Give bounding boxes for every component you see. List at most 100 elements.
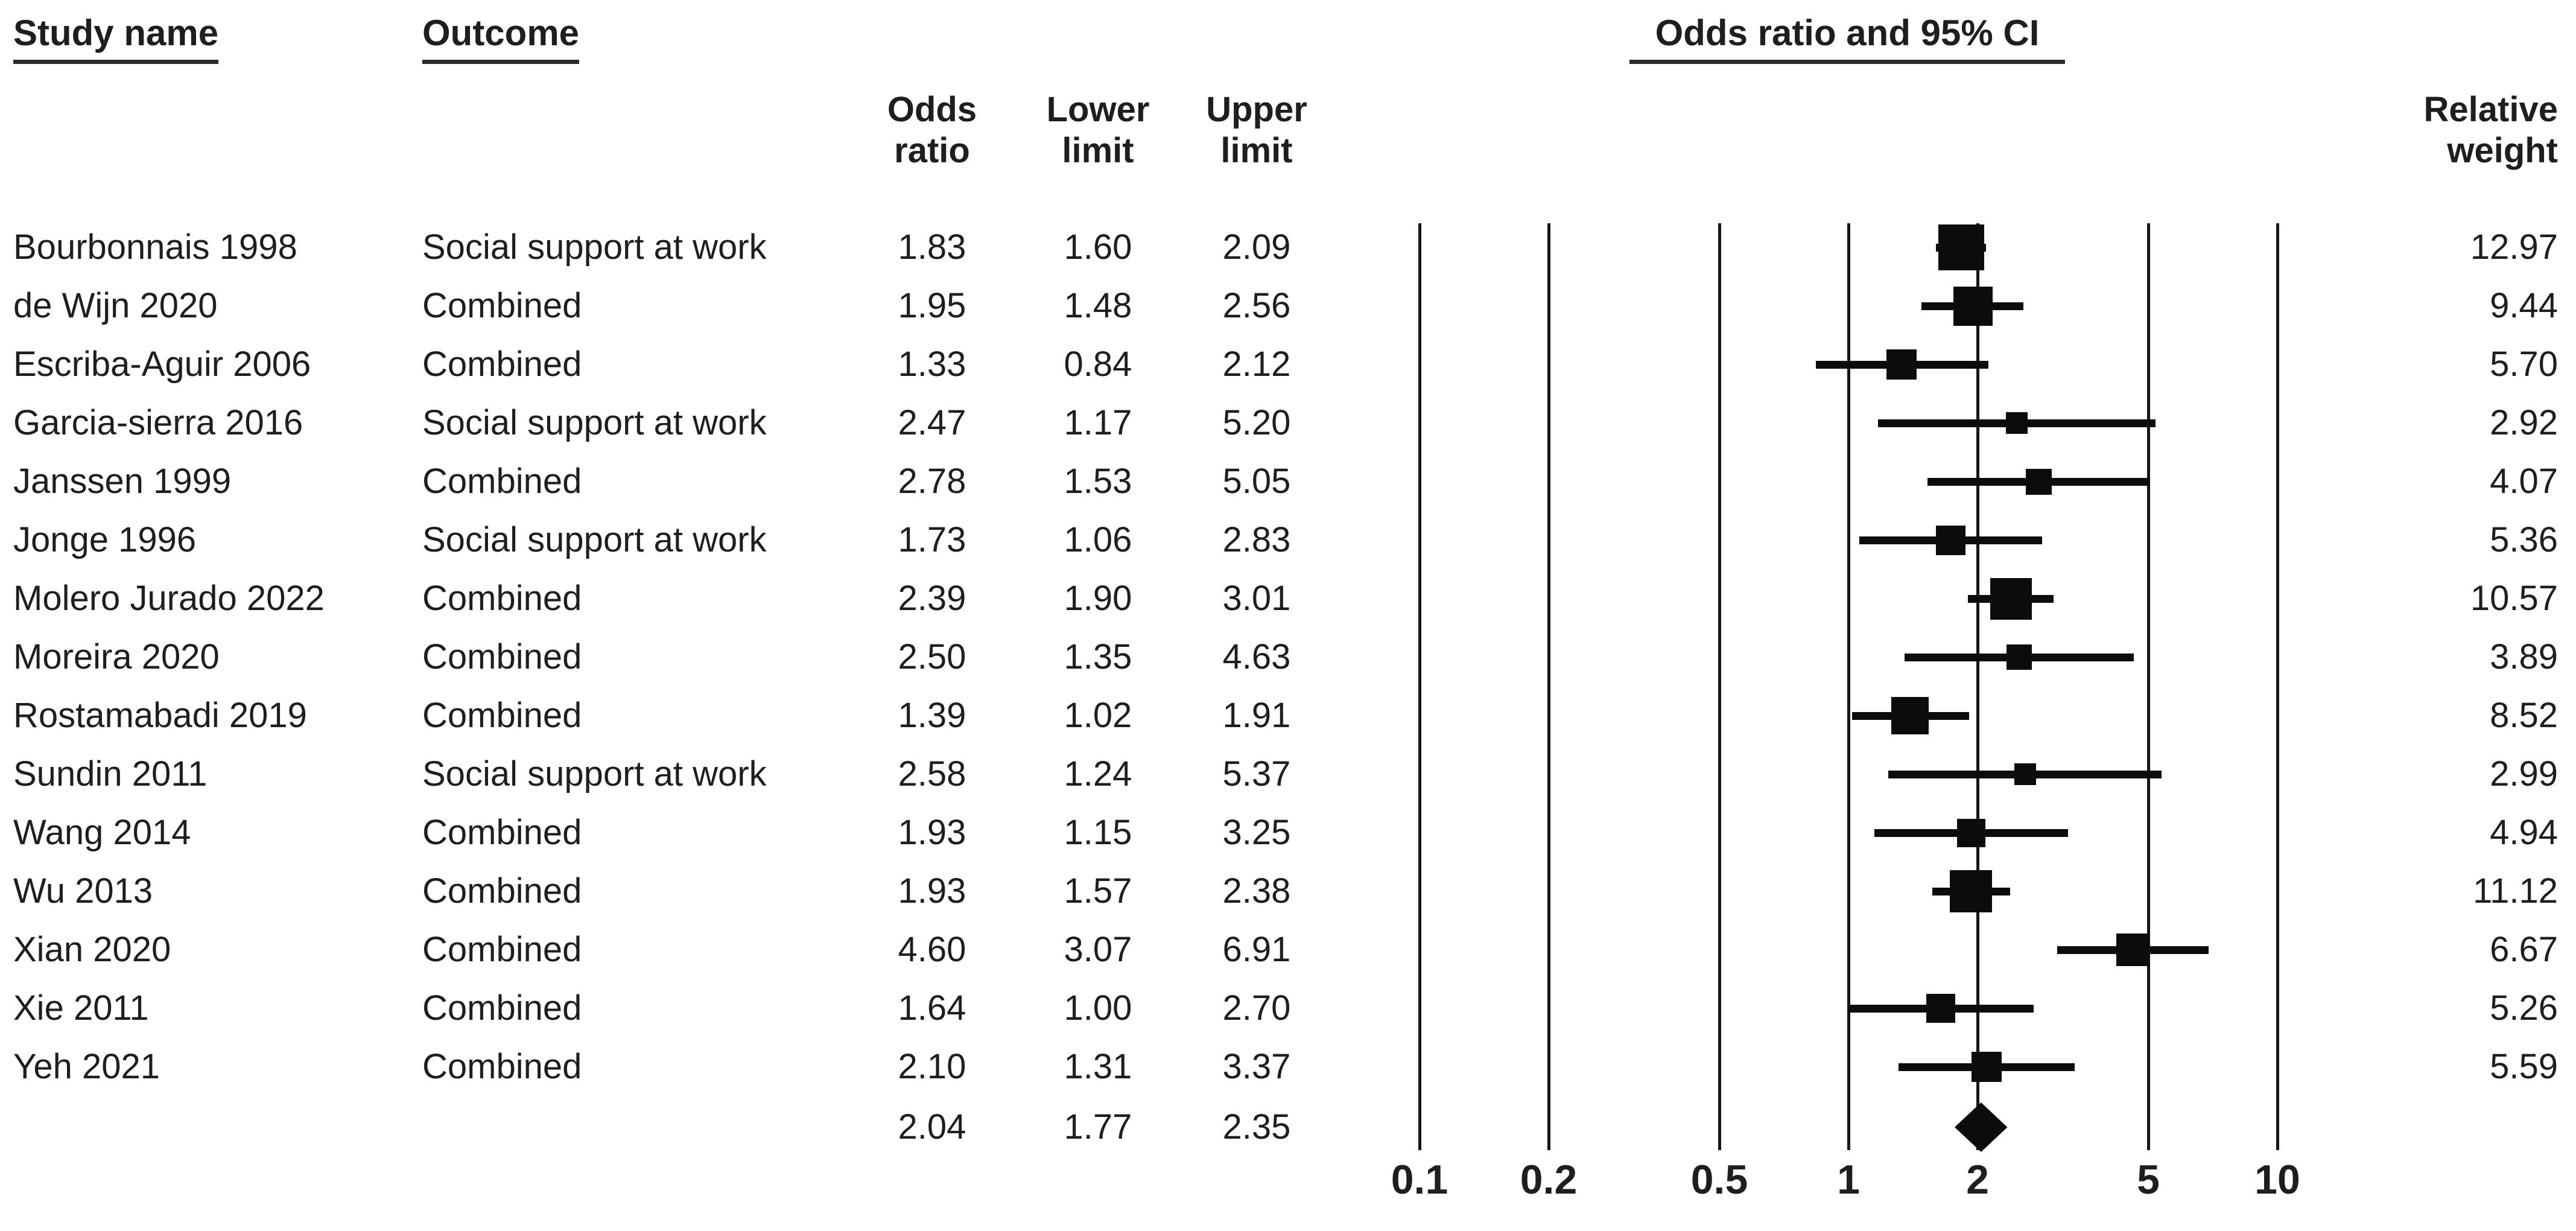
odds-ratio-cell: 1.64	[898, 988, 966, 1028]
outcome-cell: Combined	[422, 930, 582, 969]
upper-limit-cell: 2.70	[1222, 988, 1291, 1028]
relative-weight-cell: 2.92	[2490, 403, 2558, 442]
axis-gridline	[1418, 223, 1421, 1150]
axis-tick-label: 0.1	[1391, 1157, 1448, 1203]
upper-limit-cell: 2.12	[1222, 345, 1291, 384]
outcome-cell: Combined	[422, 696, 582, 735]
relative-weight-cell: 9.44	[2490, 286, 2558, 325]
axis-tick-label: 10	[2254, 1157, 2300, 1203]
axis-gridline	[1847, 223, 1850, 1150]
odds-ratio-cell: 2.50	[898, 637, 966, 676]
upper-limit-cell: 5.20	[1222, 403, 1291, 442]
outcome-cell: Social support at work	[422, 227, 767, 267]
study-name-cell: de Wijn 2020	[13, 286, 218, 325]
upper-limit-cell: 2.09	[1222, 227, 1291, 267]
study-name-cell: Xian 2020	[13, 930, 171, 969]
lower-limit-cell: 1.31	[1064, 1047, 1132, 1086]
outcome-cell: Combined	[422, 871, 582, 911]
outcome-cell: Combined	[422, 462, 582, 501]
axis-tick-label: 2	[1966, 1157, 1989, 1203]
lower-limit-cell: 1.57	[1064, 871, 1132, 911]
lower-limit-cell: 1.06	[1064, 520, 1132, 559]
upper-limit-cell: 2.38	[1222, 871, 1291, 911]
relative-weight-cell: 2.99	[2490, 754, 2558, 794]
effect-square	[2014, 763, 2036, 785]
outcome-cell: Social support at work	[422, 403, 767, 442]
study-name-cell: Moreira 2020	[13, 637, 220, 676]
odds-ratio-cell: 2.58	[898, 754, 966, 794]
relative-weight-cell: 5.26	[2490, 988, 2558, 1028]
outcome-cell: Combined	[422, 579, 582, 618]
odds-ratio-cell: 2.10	[898, 1047, 966, 1086]
axis-gridline	[1976, 223, 1979, 1150]
study-name-cell: Wu 2013	[13, 871, 153, 911]
outcome-cell: Combined	[422, 286, 582, 325]
odds-ratio-cell: 1.73	[898, 520, 966, 559]
axis-tick-label: 0.2	[1520, 1157, 1578, 1203]
effect-square	[1886, 349, 1917, 380]
effect-square	[1972, 1052, 2002, 1082]
study-name-cell: Bourbonnais 1998	[13, 227, 297, 267]
odds-ratio-cell: 2.78	[898, 462, 966, 501]
relative-weight-column-header: Relative weight	[2423, 90, 2558, 171]
axis-tick-label: 5	[2137, 1157, 2160, 1203]
odds-ratio-cell: 1.33	[898, 345, 966, 384]
effect-square	[1953, 286, 1993, 326]
lower-limit-cell: 1.53	[1064, 462, 1132, 501]
lower-limit-cell: 1.90	[1064, 579, 1132, 618]
outcome-cell: Combined	[422, 1047, 582, 1086]
relative-weight-cell: 5.70	[2490, 345, 2558, 384]
upper-limit-cell: 2.56	[1222, 286, 1291, 325]
relative-weight-cell: 5.36	[2490, 520, 2558, 559]
study-name-cell: Escriba-Aguir 2006	[13, 345, 311, 384]
axis-gridline	[2146, 223, 2150, 1150]
outcome-cell: Social support at work	[422, 754, 767, 794]
effect-square	[2026, 468, 2052, 495]
odds-ratio-cell: 2.39	[898, 579, 966, 618]
study-name-cell: Garcia-sierra 2016	[13, 403, 303, 442]
outcome-cell: Social support at work	[422, 520, 767, 559]
odds-ratio-cell: 2.47	[898, 403, 966, 442]
study-name-header: Study name	[13, 12, 219, 64]
outcome-cell: Combined	[422, 637, 582, 676]
axis-gridline	[1547, 223, 1550, 1150]
relative-weight-cell: 6.67	[2490, 930, 2558, 969]
odds-ratio-cell: 1.95	[898, 286, 966, 325]
study-name-cell: Janssen 1999	[13, 462, 232, 501]
study-name-cell: Rostamabadi 2019	[13, 696, 307, 735]
lower-limit-cell: 1.17	[1064, 403, 1132, 442]
pooled-diamond	[1955, 1102, 2008, 1152]
outcome-cell: Combined	[422, 813, 582, 852]
relative-weight-cell: 4.07	[2490, 462, 2558, 501]
outcome-cell: Combined	[422, 345, 582, 384]
upper-limit-cell: 3.37	[1222, 1047, 1291, 1086]
study-name-cell: Yeh 2021	[13, 1047, 160, 1086]
lower-limit-cell: 1.02	[1064, 696, 1132, 735]
odds-ratio-cell: 1.93	[898, 871, 966, 911]
lower-limit-cell: 0.84	[1064, 345, 1132, 384]
relative-weight-cell: 4.94	[2490, 813, 2558, 852]
odds-ratio-cell: 1.93	[898, 813, 966, 852]
axis-gridline	[1718, 223, 1721, 1150]
lower-limit-cell: 1.60	[1064, 227, 1132, 267]
odds-ratio-column-header: Odds ratio	[887, 90, 977, 171]
upper-limit-cell: 1.91	[1222, 696, 1291, 735]
lower-limit-cell: 1.15	[1064, 813, 1132, 852]
lower-limit-column-header: Lower limit	[1046, 90, 1150, 171]
effect-square	[1938, 224, 1984, 270]
lower-limit-cell: 1.00	[1064, 988, 1132, 1028]
relative-weight-cell: 5.59	[2490, 1047, 2558, 1086]
pooled-odds-ratio-cell: 2.04	[898, 1107, 966, 1147]
upper-limit-cell: 3.01	[1222, 579, 1291, 618]
odds-ratio-cell: 4.60	[898, 930, 966, 969]
pooled-upper-limit-cell: 2.35	[1222, 1107, 1291, 1147]
relative-weight-cell: 11.12	[2473, 871, 2558, 911]
study-name-cell: Xie 2011	[13, 988, 149, 1028]
odds-ratio-cell: 1.83	[898, 227, 966, 267]
axis-gridline	[2276, 223, 2279, 1150]
upper-limit-cell: 6.91	[1222, 930, 1291, 969]
upper-limit-cell: 4.63	[1222, 637, 1291, 676]
effect-square	[2006, 644, 2032, 670]
effect-square	[2116, 934, 2149, 966]
relative-weight-cell: 10.57	[2470, 579, 2558, 618]
